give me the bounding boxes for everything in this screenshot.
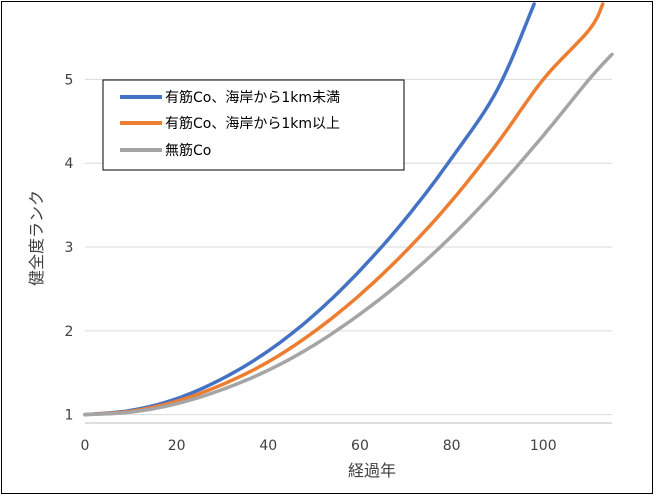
x-tick-label: 80 <box>443 438 461 454</box>
series-line-3 <box>83 52 614 417</box>
x-axis: 0 20 40 60 80 100 <box>81 438 557 454</box>
x-tick-label: 40 <box>259 438 277 454</box>
y-tick-label: 3 <box>65 240 74 256</box>
legend: 有筋Co、海岸から1km未満 有筋Co、海岸から1km以上 無筋Co <box>102 79 405 171</box>
y-axis: 1 2 3 4 5 <box>65 72 74 423</box>
y-tick-label: 1 <box>65 408 74 424</box>
x-tick-label: 60 <box>351 438 369 454</box>
y-tick-label: 2 <box>65 324 74 340</box>
y-tick-label: 4 <box>65 156 74 172</box>
x-tick-label: 20 <box>168 438 186 454</box>
y-axis-title: 健全度ランク <box>27 190 46 286</box>
legend-label-series-1: 有筋Co、海岸から1km未満 <box>165 89 340 106</box>
legend-label-series-3: 無筋Co <box>165 142 211 159</box>
legend-label-series-2: 有筋Co、海岸から1km以上 <box>165 115 340 132</box>
legend-box <box>102 79 405 171</box>
series-line-1 <box>83 2 536 417</box>
x-tick-label: 100 <box>530 438 557 454</box>
x-tick-label: 0 <box>81 438 90 454</box>
series-lines <box>83 2 614 417</box>
x-axis-title: 経過年 <box>348 461 396 480</box>
y-tick-label: 5 <box>65 72 74 88</box>
series-line-2 <box>83 2 605 417</box>
